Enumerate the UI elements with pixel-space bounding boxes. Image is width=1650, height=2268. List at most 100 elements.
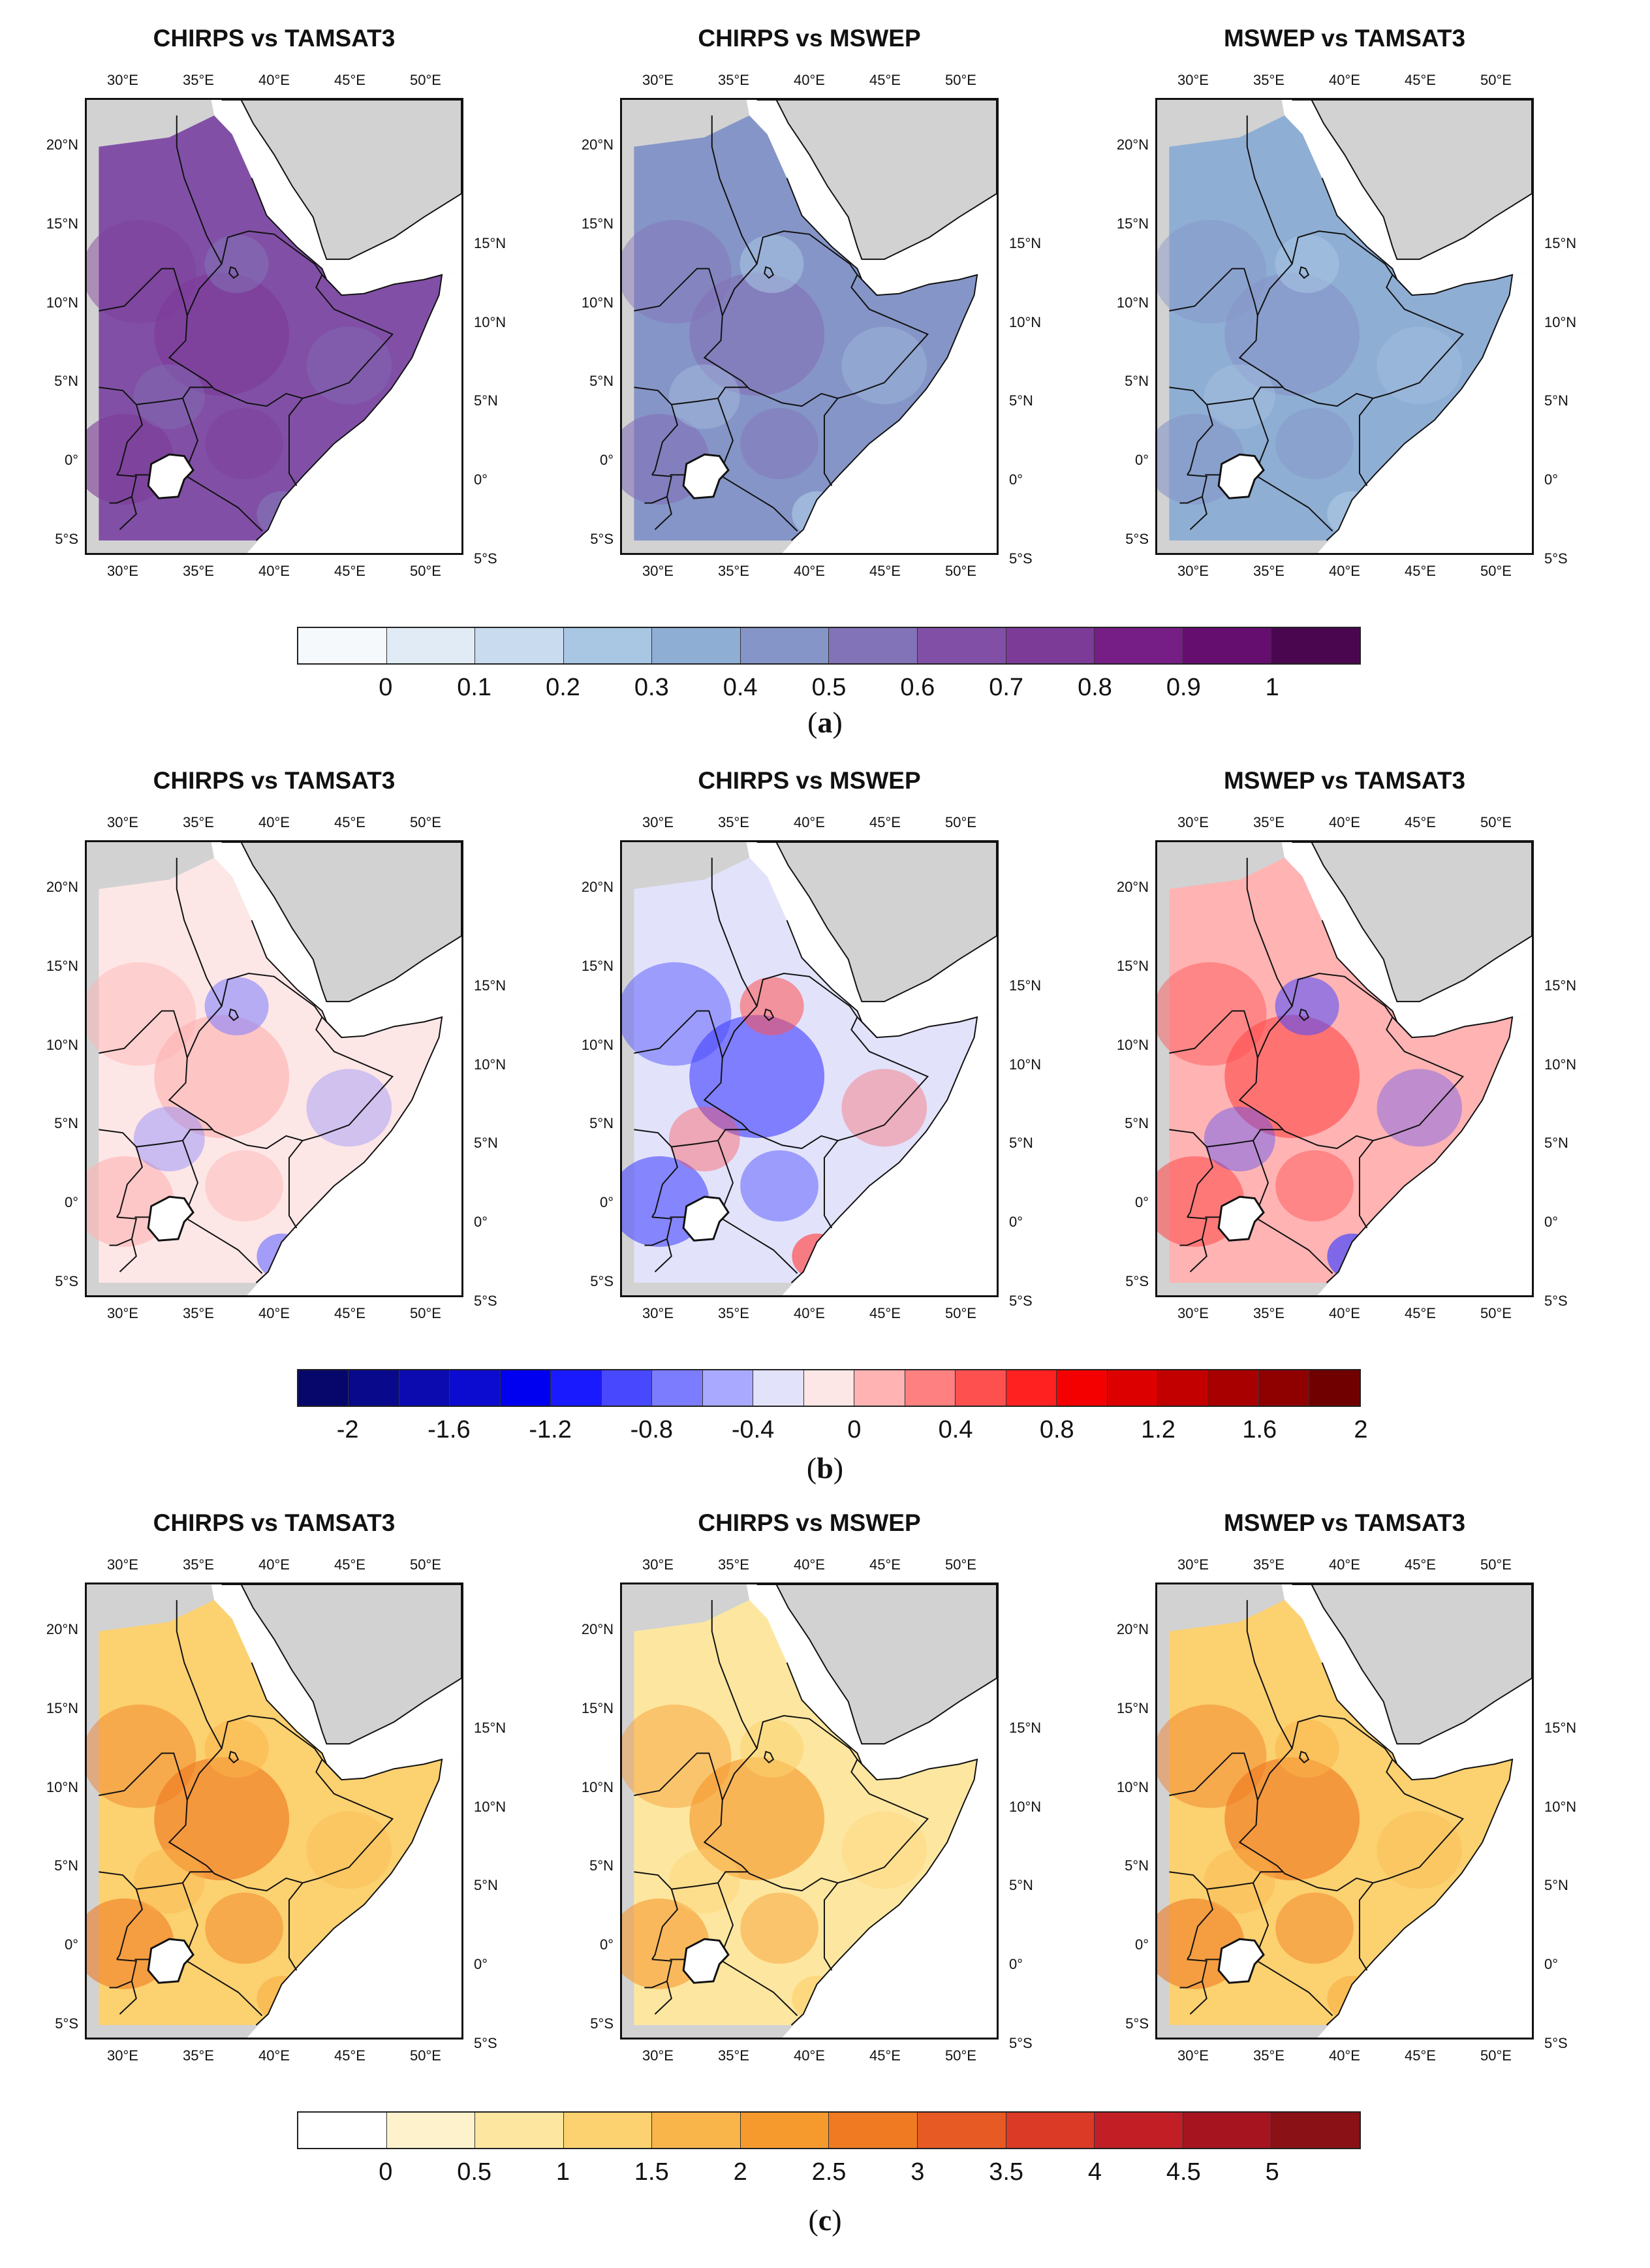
map-canvas: [87, 842, 461, 1295]
field-patch: [1157, 219, 1267, 324]
lat-tick-left: 5°S: [1125, 2015, 1149, 2032]
lon-tick-top: 35°E: [1253, 814, 1284, 830]
coastline: [1321, 920, 1514, 1284]
lat-tick-right: 10°N: [1009, 313, 1042, 330]
lon-tick-bottom: 45°E: [334, 1305, 366, 1321]
country-border: [823, 1140, 839, 1229]
colorbar-cell: [1258, 1370, 1310, 1406]
lat-tick-right: 5°N: [1544, 392, 1568, 409]
lon-tick-top: 35°E: [1253, 1556, 1284, 1573]
country-border: [116, 1889, 144, 1960]
country-border: [119, 1238, 137, 1272]
coastline: [786, 1662, 978, 2026]
lon-tick-bottom: 45°E: [1405, 563, 1436, 579]
colorbar: [297, 1369, 1361, 1407]
map-canvas: [1157, 842, 1532, 1295]
red-sea: [1281, 100, 1532, 296]
country-border: [1169, 268, 1258, 316]
lon-tick-top: 30°E: [107, 814, 138, 830]
field-patch: [1224, 1015, 1360, 1139]
colorbar-cell: [475, 2113, 564, 2148]
lat-tick-left: 10°N: [581, 1036, 614, 1053]
country-border: [823, 1882, 839, 1971]
indian-ocean: [782, 1756, 997, 2038]
colorbar-cell: [563, 2113, 653, 2148]
panel-title: CHIRPS vs MSWEP: [698, 25, 921, 52]
lake-victoria-icon: [1217, 1195, 1265, 1242]
panel-letter-label: (a): [807, 705, 843, 740]
lon-tick-top: 35°E: [718, 814, 749, 830]
arabian-peninsula: [221, 842, 461, 1003]
label-letter: a: [817, 706, 833, 739]
colorbar-cell: [905, 1370, 956, 1406]
indian-ocean: [247, 1014, 461, 1295]
country-border: [1283, 1715, 1465, 1892]
arabian-peninsula: [756, 842, 997, 1003]
field-patch: [1275, 1892, 1354, 1964]
lon-tick-top: 35°E: [718, 1556, 749, 1573]
field-patch: [739, 234, 804, 293]
colorbar-label: -0.8: [630, 1416, 674, 1443]
colorbar-cell: [1183, 628, 1272, 663]
lat-tick-right: 15°N: [474, 235, 506, 252]
lat-tick-right: 5°S: [1544, 2034, 1568, 2051]
lake-tana-icon: [1299, 1008, 1310, 1022]
lat-tick-left: 5°N: [54, 1857, 78, 1874]
country-border: [651, 404, 679, 475]
lake-tana-icon: [1299, 266, 1310, 279]
field-patch: [739, 977, 804, 1035]
country-border: [1238, 115, 1293, 388]
country-border: [1238, 1599, 1293, 1872]
colorbar-cell: [740, 2113, 830, 2148]
country-border: [212, 1715, 394, 1892]
field-patch: [1275, 977, 1339, 1035]
colorbar-label: 1: [555, 2158, 570, 2186]
field-patch: [740, 1892, 818, 1964]
lake-tana-icon: [764, 1750, 775, 1764]
colorbar-cell: [450, 1370, 501, 1406]
colorbar-label: -1.6: [428, 1416, 471, 1443]
colorbar-cell: [1107, 1370, 1158, 1406]
arabian-peninsula: [1292, 1584, 1532, 1745]
colorbar-cell: [399, 1370, 450, 1406]
field-patch: [740, 407, 818, 480]
panel-title: CHIRPS vs TAMSAT3: [153, 767, 396, 794]
colorbar-cell: [740, 628, 830, 663]
colorbar-cell: [1271, 628, 1360, 663]
country-border: [1169, 1871, 1283, 1890]
colorbar-cell: [1006, 2113, 1095, 2148]
country-border: [168, 115, 223, 388]
lat-tick-right: 10°N: [1009, 1056, 1042, 1073]
colorbar-cell: [829, 628, 918, 663]
lon-tick-top: 40°E: [258, 1556, 290, 1573]
country-border: [856, 274, 878, 296]
lake-victoria-icon: [147, 453, 195, 499]
lat-tick-left: 20°N: [581, 136, 614, 153]
colorbar-cell: [1006, 1370, 1057, 1406]
map-frame: [85, 1583, 463, 2040]
colorbar-cell: [918, 628, 1006, 663]
field-patch: [1377, 1811, 1463, 1889]
field-patch: [205, 1892, 283, 1964]
arabian-peninsula: [1292, 100, 1532, 260]
field-patch: [205, 407, 283, 480]
country-border: [1392, 1016, 1413, 1038]
field-patch: [306, 1811, 392, 1889]
lon-tick-top: 30°E: [642, 72, 674, 88]
lat-tick-left: 0°: [599, 1194, 614, 1211]
colorbar-cell: [1095, 2113, 1183, 2148]
lon-tick-bottom: 35°E: [183, 563, 214, 579]
lon-tick-bottom: 45°E: [869, 2047, 901, 2064]
colorbar-label: 0.4: [723, 674, 758, 701]
lon-tick-bottom: 40°E: [794, 1305, 825, 1321]
country-border: [321, 1016, 343, 1038]
lon-tick-bottom: 30°E: [107, 2047, 138, 2064]
lat-tick-left: 0°: [1134, 1936, 1149, 1953]
lat-tick-left: 20°N: [46, 1621, 78, 1638]
field-patch: [204, 1719, 269, 1778]
lat-tick-right: 5°N: [1544, 1877, 1568, 1894]
country-border: [99, 386, 213, 405]
indian-ocean: [247, 1756, 461, 2038]
country-border: [212, 230, 394, 407]
country-border: [1179, 1959, 1208, 1989]
